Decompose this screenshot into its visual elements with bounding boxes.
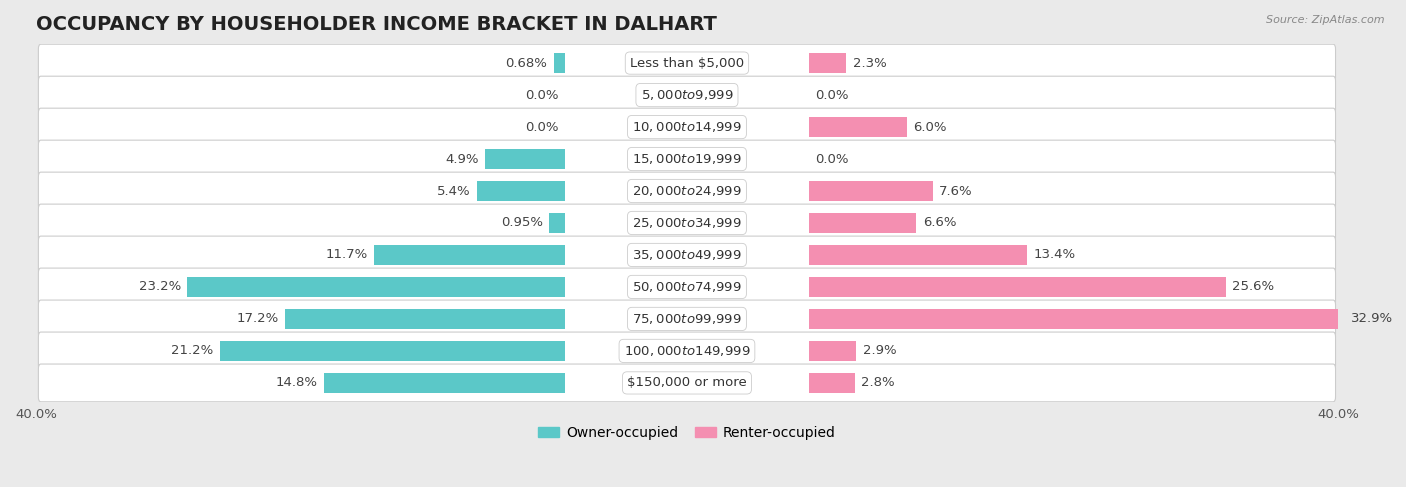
Bar — [808, 341, 856, 361]
Text: 2.3%: 2.3% — [853, 56, 887, 70]
Bar — [550, 213, 565, 233]
Text: 6.0%: 6.0% — [912, 121, 946, 133]
Text: 0.0%: 0.0% — [524, 89, 558, 102]
FancyBboxPatch shape — [38, 364, 1336, 402]
Bar — [808, 245, 1028, 265]
Bar — [808, 277, 1226, 297]
Bar — [808, 309, 1344, 329]
FancyBboxPatch shape — [38, 76, 1336, 114]
Bar — [485, 149, 565, 169]
Bar — [374, 245, 565, 265]
Bar — [219, 341, 565, 361]
Bar — [477, 181, 565, 201]
Legend: Owner-occupied, Renter-occupied: Owner-occupied, Renter-occupied — [533, 420, 841, 445]
Bar — [285, 309, 565, 329]
Text: 2.8%: 2.8% — [860, 376, 894, 390]
Bar — [808, 117, 907, 137]
FancyBboxPatch shape — [38, 108, 1336, 146]
Text: 7.6%: 7.6% — [939, 185, 973, 198]
Text: $100,000 to $149,999: $100,000 to $149,999 — [624, 344, 751, 358]
Text: 17.2%: 17.2% — [236, 313, 278, 325]
Bar — [554, 53, 565, 73]
Text: $10,000 to $14,999: $10,000 to $14,999 — [633, 120, 742, 134]
Text: 6.6%: 6.6% — [922, 217, 956, 229]
Text: 13.4%: 13.4% — [1033, 248, 1076, 262]
Text: 0.0%: 0.0% — [524, 121, 558, 133]
FancyBboxPatch shape — [38, 300, 1336, 338]
FancyBboxPatch shape — [38, 140, 1336, 178]
Text: 5.4%: 5.4% — [437, 185, 471, 198]
Bar — [808, 213, 917, 233]
FancyBboxPatch shape — [38, 236, 1336, 274]
Text: 23.2%: 23.2% — [139, 281, 181, 294]
Text: 2.9%: 2.9% — [863, 344, 897, 357]
Text: $25,000 to $34,999: $25,000 to $34,999 — [633, 216, 742, 230]
FancyBboxPatch shape — [38, 268, 1336, 306]
FancyBboxPatch shape — [38, 332, 1336, 370]
Text: 32.9%: 32.9% — [1351, 313, 1393, 325]
Text: 4.9%: 4.9% — [446, 152, 478, 166]
Bar — [808, 373, 855, 393]
Text: $15,000 to $19,999: $15,000 to $19,999 — [633, 152, 742, 166]
Text: $5,000 to $9,999: $5,000 to $9,999 — [641, 88, 734, 102]
Text: 0.68%: 0.68% — [505, 56, 547, 70]
Text: $20,000 to $24,999: $20,000 to $24,999 — [633, 184, 742, 198]
Text: 0.0%: 0.0% — [815, 152, 849, 166]
Text: 0.95%: 0.95% — [501, 217, 543, 229]
Text: 0.0%: 0.0% — [815, 89, 849, 102]
Text: 14.8%: 14.8% — [276, 376, 318, 390]
Text: $50,000 to $74,999: $50,000 to $74,999 — [633, 280, 742, 294]
Text: 11.7%: 11.7% — [326, 248, 368, 262]
Bar — [323, 373, 565, 393]
Text: Less than $5,000: Less than $5,000 — [630, 56, 744, 70]
Text: $150,000 or more: $150,000 or more — [627, 376, 747, 390]
Bar — [187, 277, 565, 297]
FancyBboxPatch shape — [38, 204, 1336, 242]
FancyBboxPatch shape — [38, 172, 1336, 210]
FancyBboxPatch shape — [38, 44, 1336, 82]
Bar — [808, 181, 932, 201]
Text: OCCUPANCY BY HOUSEHOLDER INCOME BRACKET IN DALHART: OCCUPANCY BY HOUSEHOLDER INCOME BRACKET … — [37, 15, 717, 34]
Text: 21.2%: 21.2% — [172, 344, 214, 357]
Text: $75,000 to $99,999: $75,000 to $99,999 — [633, 312, 742, 326]
Bar — [808, 53, 846, 73]
Text: $35,000 to $49,999: $35,000 to $49,999 — [633, 248, 742, 262]
Text: Source: ZipAtlas.com: Source: ZipAtlas.com — [1267, 15, 1385, 25]
Text: 25.6%: 25.6% — [1232, 281, 1274, 294]
